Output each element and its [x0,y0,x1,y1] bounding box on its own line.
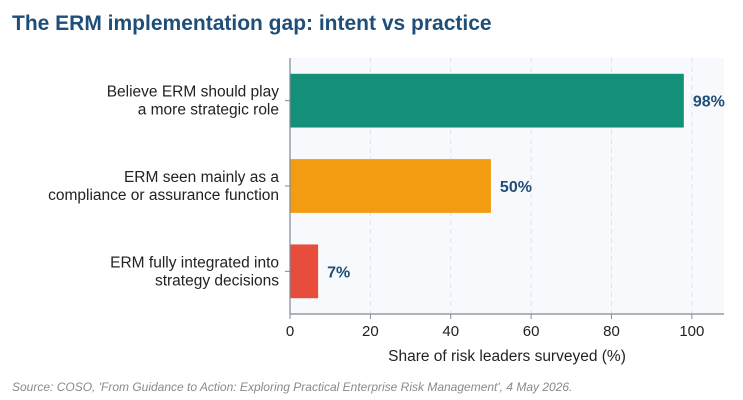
category-label-line: ERM seen mainly as a [124,169,279,186]
bar [290,159,491,213]
category-label-line: Believe ERM should play [107,84,280,101]
axes: 0 20 40 60 80 100 [285,58,724,340]
chart-title: The ERM implementation gap: intent vs pr… [12,12,492,35]
source-note: Source: COSO, 'From Guidance to Action: … [12,380,573,394]
x-tick-label: 40 [442,323,459,340]
x-tick-label: 0 [286,323,294,340]
category-label-line: compliance or assurance function [48,187,279,204]
value-label: 50% [500,179,532,196]
x-axis-title: Share of risk leaders surveyed (%) [388,348,626,365]
category-label-line: strategy decisions [155,272,279,289]
x-tick-label: 60 [523,323,540,340]
bar [290,244,319,299]
value-label: 7% [327,264,350,281]
category-label: Believe ERM should play a more strategic … [107,84,280,119]
value-label: 98% [693,94,725,111]
bar [290,73,684,128]
bars [290,73,684,299]
category-label: ERM fully integrated into strategy decisi… [110,254,279,289]
x-tick-label: 20 [362,323,379,340]
category-label: ERM seen mainly as a compliance or assura… [48,169,279,204]
x-tick-label: 100 [679,323,704,340]
category-label-line: a more strategic role [138,102,279,119]
category-labels: Believe ERM should play a more strategic … [48,84,279,290]
category-label-line: ERM fully integrated into [110,254,279,271]
value-labels: 98% 50% 7% [327,94,725,282]
x-tick-label: 80 [603,323,620,340]
